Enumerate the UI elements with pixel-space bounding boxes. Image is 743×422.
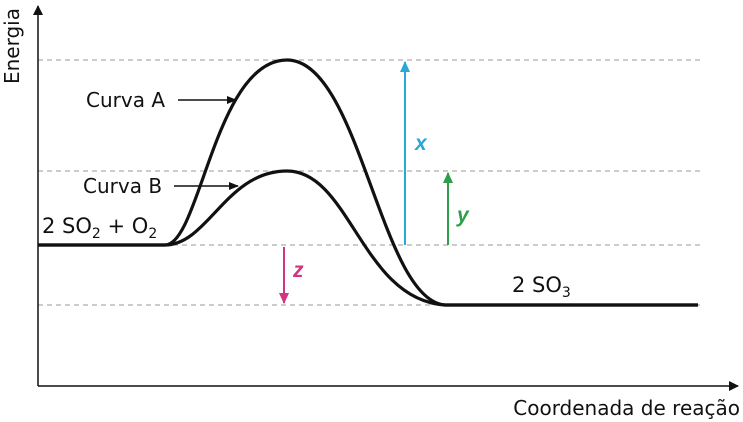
curve-a [38,58,698,307]
y-arrow-label: y [456,204,470,227]
curve-b [38,169,698,307]
curve-b-label: Curva B [83,174,162,198]
curve-a-label: Curva A [86,88,165,112]
z-arrow-label: z [292,259,304,282]
y-axis-label: Energia [0,8,24,84]
x-axis-label: Coordenada de reação [513,396,740,420]
x-arrow-label: x [414,132,428,155]
reactants-label: 2 SO2 + O2 [42,214,157,242]
product-label: 2 SO3 [512,273,571,301]
